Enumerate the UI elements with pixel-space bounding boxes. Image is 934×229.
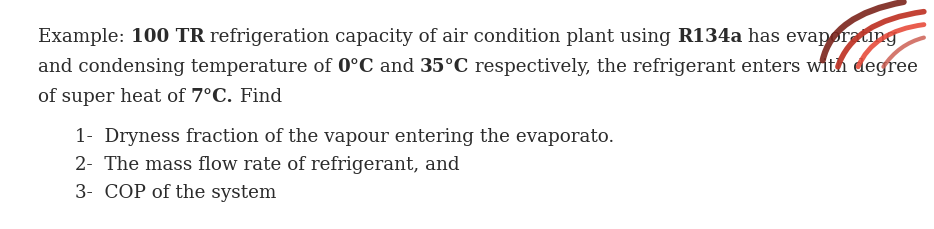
Text: of super heat of: of super heat of bbox=[38, 88, 191, 106]
Text: 0°C: 0°C bbox=[337, 58, 374, 76]
Text: refrigeration capacity of air condition plant using: refrigeration capacity of air condition … bbox=[205, 28, 677, 46]
Text: R134a: R134a bbox=[677, 28, 743, 46]
Text: 2-  The mass flow rate of refrigerant, and: 2- The mass flow rate of refrigerant, an… bbox=[75, 156, 460, 174]
Text: Example:: Example: bbox=[38, 28, 131, 46]
Text: has evaporating: has evaporating bbox=[743, 28, 898, 46]
Text: 1-  Dryness fraction of the vapour entering the evaporato.: 1- Dryness fraction of the vapour enteri… bbox=[75, 128, 615, 146]
Text: 35°C: 35°C bbox=[420, 58, 470, 76]
Text: respectively, the refrigerant enters with degree: respectively, the refrigerant enters wit… bbox=[470, 58, 918, 76]
Text: and: and bbox=[374, 58, 420, 76]
Text: 100 TR: 100 TR bbox=[131, 28, 205, 46]
Text: 7°C.: 7°C. bbox=[191, 88, 234, 106]
Text: and condensing temperature of: and condensing temperature of bbox=[38, 58, 337, 76]
Text: Find: Find bbox=[234, 88, 282, 106]
Text: 3-  COP of the system: 3- COP of the system bbox=[75, 184, 276, 202]
